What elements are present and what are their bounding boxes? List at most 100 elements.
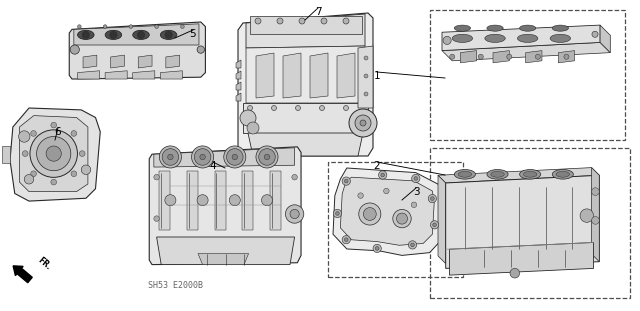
Circle shape (262, 195, 273, 206)
Circle shape (342, 235, 350, 244)
Circle shape (411, 243, 414, 247)
Polygon shape (198, 253, 248, 265)
Circle shape (195, 149, 211, 165)
Circle shape (344, 179, 348, 183)
Circle shape (343, 18, 349, 24)
Circle shape (342, 177, 350, 185)
Text: 4: 4 (210, 161, 216, 171)
Circle shape (31, 131, 36, 136)
Circle shape (290, 209, 300, 219)
Circle shape (321, 18, 327, 24)
Ellipse shape (77, 30, 94, 39)
Circle shape (30, 130, 77, 177)
Circle shape (247, 122, 259, 134)
Circle shape (433, 223, 436, 227)
Ellipse shape (452, 34, 472, 42)
Circle shape (364, 92, 368, 96)
Circle shape (159, 146, 182, 168)
Circle shape (591, 188, 599, 195)
Circle shape (51, 122, 56, 128)
Polygon shape (246, 46, 365, 103)
Polygon shape (214, 171, 226, 230)
Circle shape (138, 31, 145, 39)
Polygon shape (10, 108, 100, 201)
Circle shape (229, 195, 241, 206)
Circle shape (408, 241, 417, 249)
Polygon shape (157, 237, 294, 265)
Circle shape (383, 188, 389, 194)
Circle shape (364, 207, 376, 220)
Ellipse shape (550, 34, 570, 42)
Polygon shape (333, 168, 444, 255)
Circle shape (109, 31, 117, 39)
Polygon shape (236, 93, 241, 101)
Polygon shape (558, 51, 575, 63)
Polygon shape (600, 25, 611, 53)
Circle shape (412, 174, 420, 183)
Polygon shape (460, 51, 477, 63)
Circle shape (564, 54, 569, 59)
Polygon shape (83, 55, 97, 68)
Circle shape (51, 179, 56, 185)
Circle shape (344, 238, 348, 242)
Circle shape (285, 205, 304, 223)
Polygon shape (74, 24, 199, 45)
Ellipse shape (160, 30, 177, 39)
Circle shape (580, 209, 593, 222)
Circle shape (299, 18, 305, 24)
Circle shape (510, 268, 520, 278)
Bar (430, 10, 625, 140)
Polygon shape (236, 82, 241, 90)
Polygon shape (310, 53, 328, 98)
Circle shape (165, 31, 172, 39)
Circle shape (292, 174, 298, 180)
Circle shape (71, 171, 77, 177)
Circle shape (82, 31, 90, 39)
Ellipse shape (105, 30, 122, 39)
Circle shape (24, 174, 34, 184)
Circle shape (162, 149, 179, 165)
Ellipse shape (520, 25, 536, 31)
Circle shape (197, 195, 208, 206)
Ellipse shape (454, 25, 470, 31)
Polygon shape (105, 71, 127, 79)
Circle shape (431, 221, 438, 229)
Circle shape (450, 54, 455, 59)
Polygon shape (187, 171, 198, 230)
Circle shape (154, 174, 159, 180)
Circle shape (77, 25, 81, 28)
Circle shape (355, 115, 371, 131)
Polygon shape (525, 51, 542, 63)
Circle shape (397, 213, 408, 224)
Bar (250, 16, 362, 34)
Circle shape (36, 137, 71, 171)
Circle shape (232, 154, 237, 160)
Bar (243, 103, 368, 133)
Ellipse shape (556, 171, 570, 177)
Text: SH53 E2000B: SH53 E2000B (148, 281, 203, 290)
Circle shape (478, 54, 483, 59)
Circle shape (443, 36, 451, 44)
Circle shape (349, 109, 377, 137)
Circle shape (296, 105, 301, 110)
Circle shape (414, 177, 418, 180)
Ellipse shape (552, 25, 568, 31)
Polygon shape (166, 55, 180, 68)
Polygon shape (591, 168, 599, 262)
Circle shape (381, 173, 385, 177)
Circle shape (71, 131, 77, 136)
Polygon shape (337, 53, 355, 98)
Bar (328, 162, 463, 277)
Circle shape (197, 46, 205, 53)
Polygon shape (138, 55, 152, 68)
FancyArrow shape (13, 266, 32, 283)
Circle shape (180, 25, 184, 28)
Circle shape (364, 56, 368, 60)
Circle shape (224, 146, 246, 168)
Polygon shape (149, 147, 301, 265)
Circle shape (200, 154, 205, 160)
Ellipse shape (454, 169, 476, 179)
Circle shape (31, 171, 36, 177)
Circle shape (168, 154, 173, 160)
Circle shape (191, 146, 214, 168)
